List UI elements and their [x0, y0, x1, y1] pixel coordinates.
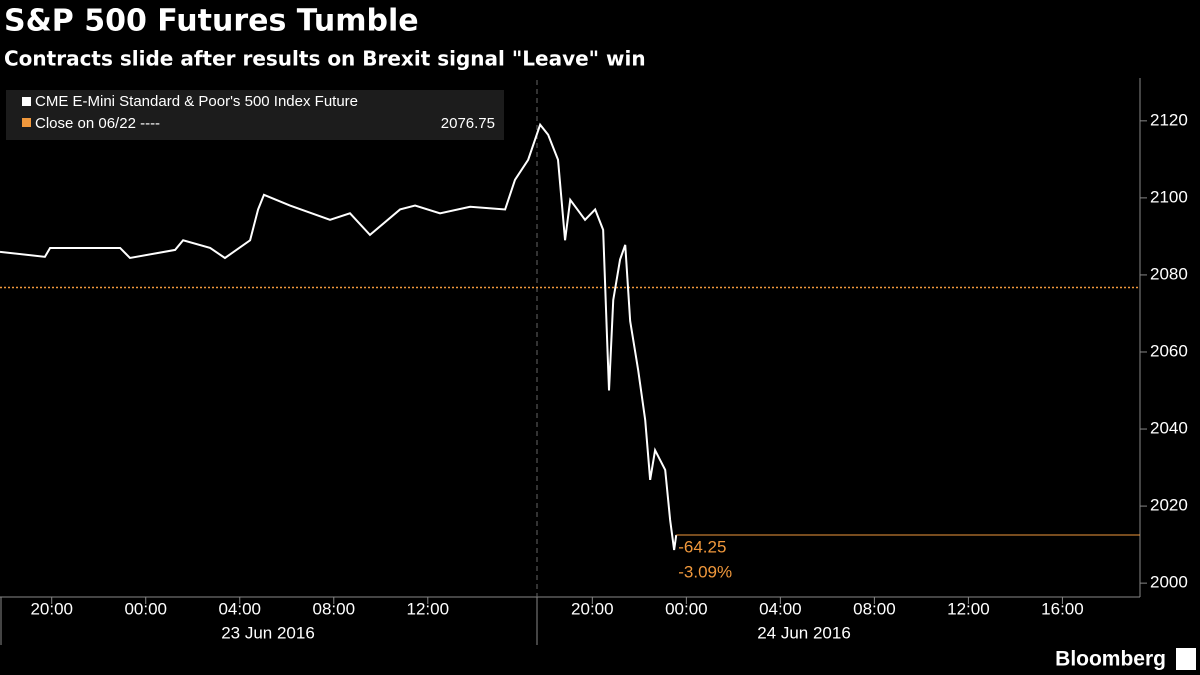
- price-line: [0, 122, 678, 551]
- y-tick-label: 2120: [1150, 110, 1188, 129]
- x-tick-label: 04:00: [218, 599, 261, 618]
- legend-swatch: [22, 97, 31, 106]
- y-tick-label: 2000: [1150, 573, 1188, 592]
- source: Bloomberg: [1055, 648, 1166, 671]
- legend-label: CME E-Mini Standard & Poor's 500 Index F…: [35, 93, 358, 110]
- change-label: -3.09%: [678, 562, 732, 581]
- y-tick-label: 2020: [1150, 496, 1188, 515]
- y-tick-label: 2100: [1150, 187, 1188, 206]
- legend-label: Close on 06/22 ----: [35, 115, 160, 132]
- y-tick-label: 2080: [1150, 264, 1188, 283]
- x-tick-label: 08:00: [853, 599, 896, 618]
- x-tick-label: 00:00: [124, 599, 167, 618]
- date-label: 23 Jun 2016: [221, 623, 315, 642]
- date-label: 24 Jun 2016: [757, 623, 851, 642]
- y-tick-label: 2040: [1150, 419, 1188, 438]
- x-tick-label: 04:00: [759, 599, 802, 618]
- change-label: -64.25: [678, 537, 726, 556]
- x-tick-label: 00:00: [665, 599, 708, 618]
- x-tick-label: 16:00: [1041, 599, 1084, 618]
- chart-subtitle: Contracts slide after results on Brexit …: [4, 47, 646, 71]
- x-tick-label: 20:00: [571, 599, 614, 618]
- logo: [1176, 648, 1196, 670]
- chart-title: S&P 500 Futures Tumble: [4, 4, 419, 39]
- x-tick-label: 12:00: [947, 599, 990, 618]
- legend-value: 2076.75: [441, 115, 495, 132]
- x-tick-label: 20:00: [30, 599, 73, 618]
- x-tick-label: 12:00: [407, 599, 450, 618]
- y-tick-label: 2060: [1150, 341, 1188, 360]
- x-tick-label: 08:00: [312, 599, 355, 618]
- legend-box: [6, 90, 504, 140]
- legend-swatch: [22, 118, 31, 127]
